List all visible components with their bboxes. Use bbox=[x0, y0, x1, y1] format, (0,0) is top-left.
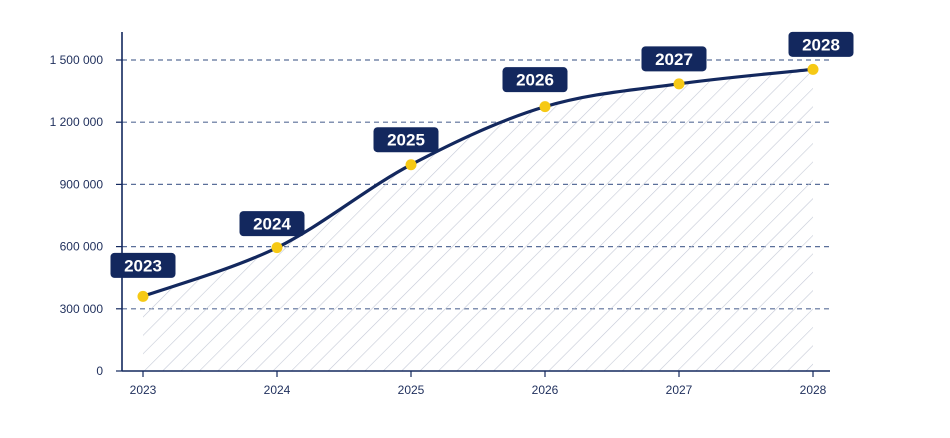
point-label-bg bbox=[502, 67, 568, 93]
point-label-text: 2027 bbox=[655, 50, 693, 69]
point-label-tag: 2024 bbox=[239, 211, 305, 237]
series-line bbox=[141, 67, 815, 298]
point-label-text: 2025 bbox=[387, 131, 425, 150]
point-label-text: 2024 bbox=[253, 215, 291, 234]
point-label-tag: 2025 bbox=[373, 127, 439, 153]
point-label-tag: 2027 bbox=[641, 46, 707, 72]
point-label-tag: 2023 bbox=[110, 252, 176, 278]
point-label-text: 2028 bbox=[802, 35, 840, 54]
point-label-bg bbox=[110, 252, 176, 278]
data-point-marker bbox=[271, 242, 283, 254]
point-label-text: 2026 bbox=[516, 71, 554, 90]
x-tick-label: 2027 bbox=[666, 383, 693, 397]
series-line-path bbox=[141, 67, 815, 298]
axes bbox=[121, 32, 830, 372]
y-tick-label: 1 200 000 bbox=[50, 115, 104, 129]
point-label-bg bbox=[641, 46, 707, 72]
x-tick-label: 2023 bbox=[130, 383, 157, 397]
data-point-marker bbox=[137, 290, 149, 302]
x-tick-label: 2025 bbox=[398, 383, 425, 397]
data-point-marker bbox=[673, 78, 685, 90]
point-label-bg bbox=[239, 211, 305, 237]
y-tick-label: 1 500 000 bbox=[50, 53, 104, 67]
point-label-text: 2023 bbox=[124, 256, 162, 275]
x-tick-label: 2028 bbox=[800, 383, 827, 397]
point-label-bg bbox=[788, 31, 854, 57]
y-tick-label: 0 bbox=[96, 364, 103, 378]
data-point-marker bbox=[405, 159, 417, 171]
point-label-bg bbox=[373, 127, 439, 153]
data-points bbox=[137, 63, 819, 302]
point-labels: 2023 2024 2025 2026 2027 2028 bbox=[110, 31, 854, 278]
x-tick-label: 2026 bbox=[532, 383, 559, 397]
y-tick-label: 300 000 bbox=[60, 302, 104, 316]
data-point-marker bbox=[539, 101, 551, 113]
x-tick-label: 2024 bbox=[264, 383, 291, 397]
x-axis-ticks: 2023 2024 2025 2026 2027 2028 bbox=[130, 371, 827, 397]
y-axis-ticks: 0 300 000 600 000 900 000 1 200 000 1 500 000 bbox=[50, 53, 122, 378]
point-label-tag: 2026 bbox=[502, 67, 568, 93]
y-tick-label: 600 000 bbox=[60, 240, 104, 254]
area-hatch bbox=[143, 69, 813, 371]
area-fill bbox=[143, 69, 813, 371]
point-label-tag: 2028 bbox=[788, 31, 854, 57]
data-point-marker bbox=[807, 63, 819, 75]
y-tick-label: 900 000 bbox=[60, 177, 104, 191]
